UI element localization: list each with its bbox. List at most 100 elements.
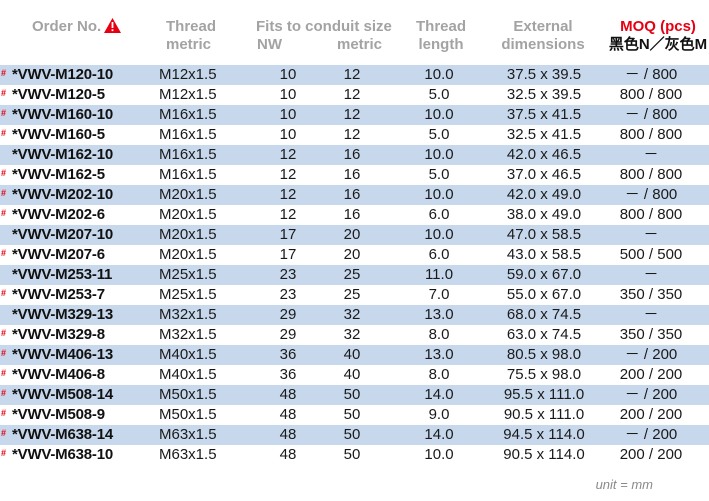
order-number-text: VWV-M508-9 [17,406,105,423]
warning-icon [104,18,122,38]
external-dimensions: 32.5 x 41.5 [506,126,582,143]
asterisk-mark: * [12,246,18,263]
thread-metric: M25x1.5 [159,286,217,303]
asterisk-mark: * [12,346,18,363]
hash-mark: # [1,208,7,218]
conduit-metric: 50 [343,406,361,423]
hash-mark: # [1,128,7,138]
external-dimensions: 32.5 x 39.5 [506,86,582,103]
external-dimensions: 42.0 x 49.0 [506,186,582,203]
moq-value: － / 200 [624,426,678,443]
thread-metric: M16x1.5 [159,146,217,163]
order-number-text: VWV-M253-11 [17,266,113,283]
conduit-metric: 16 [343,186,361,203]
thread-metric: M40x1.5 [159,366,217,383]
order-number: *VWV-M120-10 [12,65,113,85]
hash-mark: # [1,68,7,78]
conduit-nw: 48 [279,426,297,443]
thread-length: 14.0 [424,386,454,403]
hash-mark: # [1,88,7,98]
moq-value: － / 200 [624,386,678,403]
moq-value: 350 / 350 [619,326,683,343]
order-number: *VWV-M638-14 [12,425,113,445]
table-row: # *VWV-M638-10 M63x1.5 48 50 10.0 90.5 x 114.0… [0,445,709,465]
conduit-metric: 12 [343,126,361,143]
conduit-nw: 10 [279,106,297,123]
asterisk-mark: * [12,66,18,83]
thread-length: 5.0 [428,86,450,103]
table-row: *VWV-M329-13 M32x1.5 29 32 13.0 68.0 x 74.5 － [0,305,709,325]
moq-value: 200 / 200 [619,406,683,423]
conduit-nw: 17 [279,246,297,263]
asterisk-mark: * [12,166,18,183]
conduit-metric: 50 [343,446,361,463]
thread-length-line2: length [418,36,464,53]
external-dimensions: 37.0 x 46.5 [506,166,582,183]
thread-metric: M32x1.5 [159,326,217,343]
asterisk-mark: * [12,126,18,143]
thread-metric: M20x1.5 [159,206,217,223]
thread-length: 11.0 [424,266,454,283]
product-table: # *VWV-M120-10 M12x1.5 10 12 10.0 37.5 x 39.5 －… [0,65,709,465]
order-number-text: VWV-M162-5 [17,166,105,183]
moq-value: － [643,146,659,163]
thread-metric: M12x1.5 [159,86,217,103]
asterisk-mark: * [12,386,18,403]
thread-length: 10.0 [424,106,454,123]
table-row: # *VWV-M406-13 M40x1.5 36 40 13.0 80.5 x 98.0 －… [0,345,709,365]
asterisk-mark: * [12,226,18,243]
conduit-metric: 16 [343,166,361,183]
order-number: *VWV-M207-6 [12,245,105,265]
moq-value: 800 / 800 [619,86,683,103]
order-number-text: VWV-M508-14 [17,386,114,403]
moq-value: － [643,266,659,283]
external-dimensions: 68.0 x 74.5 [506,306,582,323]
conduit-nw: 23 [279,286,297,303]
conduit-metric: 50 [343,426,361,443]
conduit-metric: 16 [343,146,361,163]
conduit-nw: 12 [279,146,297,163]
thread-metric-line2: metric [166,36,212,53]
thread-length: 7.0 [428,286,450,303]
thread-length: 14.0 [424,426,454,443]
order-number-text: VWV-M160-5 [17,126,105,143]
external-dimensions: 90.5 x 111.0 [503,406,585,423]
order-number-text: VWV-M207-10 [17,226,114,243]
conduit-metric: 32 [343,326,361,343]
external-dimensions: 90.5 x 114.0 [503,446,585,463]
conduit-metric: 12 [343,106,361,123]
order-number: *VWV-M162-5 [12,165,105,185]
conduit-nw: 36 [279,346,297,363]
order-number: *VWV-M508-9 [12,405,105,425]
conduit-nw: 10 [279,66,297,83]
conduit-metric: 20 [343,246,361,263]
thread-length: 8.0 [428,326,450,343]
thread-length: 6.0 [428,206,450,223]
order-number: *VWV-M202-6 [12,205,105,225]
external-dimensions: 94.5 x 114.0 [503,426,585,443]
conduit-metric: 25 [343,286,361,303]
asterisk-mark: * [12,446,18,463]
order-number-text: VWV-M329-8 [17,326,105,343]
hash-mark: # [1,168,7,178]
table-row: # *VWV-M508-9 M50x1.5 48 50 9.0 90.5 x 111.0 20… [0,405,709,425]
conduit-nw: 48 [279,386,297,403]
moq-value: － / 800 [624,186,678,203]
thread-length: 10.0 [424,186,454,203]
thread-metric: M20x1.5 [159,226,217,243]
external-line2: dimensions [501,36,585,53]
table-row: # *VWV-M160-10 M16x1.5 10 12 10.0 37.5 x 41.5 －… [0,105,709,125]
conduit-nw: 12 [279,166,297,183]
conduit-nw: 10 [279,126,297,143]
thread-metric: M16x1.5 [159,166,217,183]
order-number: *VWV-M406-8 [12,365,105,385]
order-number: *VWV-M202-10 [12,185,113,205]
hash-mark: # [1,448,7,458]
moq-header: MOQ (pcs) 黑色N／灰色M [609,18,707,54]
conduit-nw: 17 [279,226,297,243]
thread-metric: M63x1.5 [159,426,217,443]
conduit-nw: 10 [279,86,297,103]
thread-length: 6.0 [428,246,450,263]
conduit-metric: 16 [343,206,361,223]
conduit-nw: 48 [279,446,297,463]
